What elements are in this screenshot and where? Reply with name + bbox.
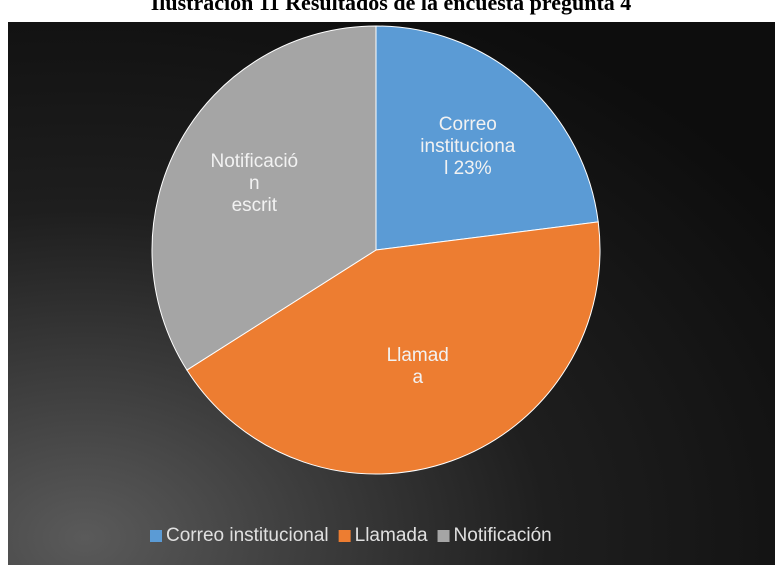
data-label-line: escrit (232, 195, 278, 216)
data-label: Llamad a (387, 345, 449, 388)
legend-swatch (437, 530, 450, 542)
legend-label: Correo institucional (166, 525, 329, 546)
data-label-line: a (412, 367, 423, 388)
data-label-line: n (249, 173, 260, 194)
pie-slice (186, 221, 601, 475)
pie-slice (151, 25, 377, 371)
legend-swatch (338, 530, 351, 542)
data-label: Correo instituciona l 23% (420, 114, 515, 179)
pie-slice (375, 25, 599, 251)
data-label-line: Correo (439, 114, 497, 135)
legend-label: Llamada (355, 525, 428, 546)
data-label: Notificació n escrit (210, 151, 298, 216)
legend-swatch (150, 530, 162, 542)
data-label-line: Llamad (387, 345, 449, 366)
legend-label: Notificación (454, 525, 552, 546)
data-label-line: l 23% (444, 158, 492, 179)
data-label-line: instituciona (420, 136, 515, 157)
legend: Correo institucional Llamada Notificación (150, 525, 552, 546)
pie: Correo instituciona l 23% Llamad a Notificaci… (151, 25, 601, 475)
data-label-line: Notificació (210, 151, 298, 172)
chart-title: Ilustración 11 Resultados de la encuesta… (151, 0, 632, 15)
